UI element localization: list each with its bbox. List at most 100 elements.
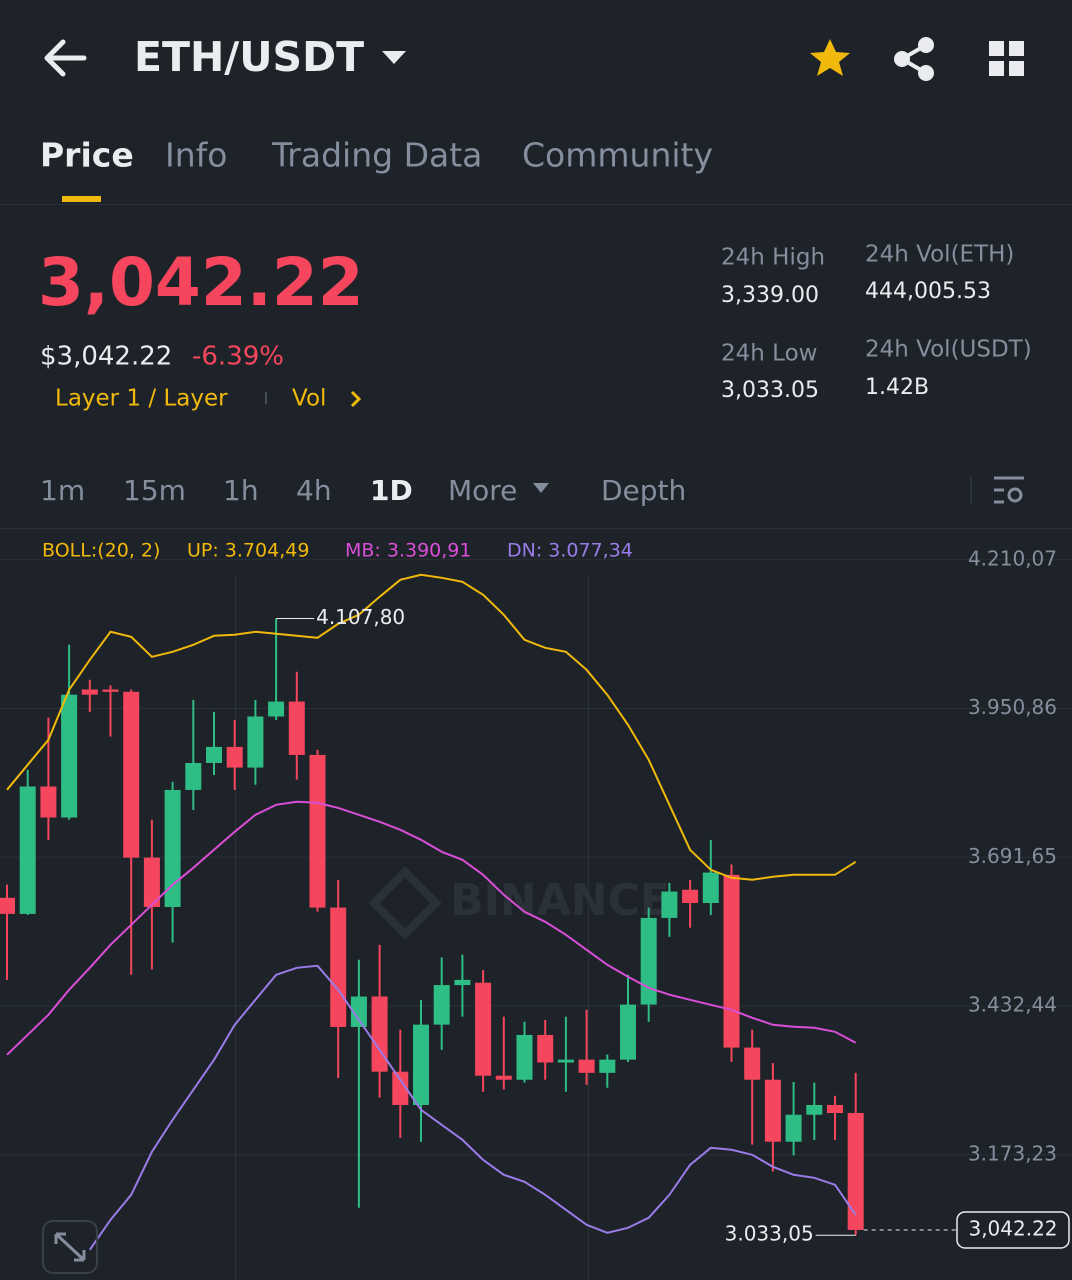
tab[interactable]: Price xyxy=(40,136,134,175)
stat-label: 24h Vol(ETH) xyxy=(865,242,1014,268)
stat-value: 3,339.00 xyxy=(721,283,819,308)
candle-body xyxy=(40,786,57,818)
candle-body xyxy=(806,1104,823,1115)
stat-value: 1.42B xyxy=(865,375,929,400)
candle-body xyxy=(557,1059,574,1063)
legend-entry: MB: 3.390,91 xyxy=(345,540,471,562)
interval[interactable]: 1h xyxy=(223,474,259,507)
candle-body xyxy=(206,746,222,763)
grid-cell xyxy=(989,41,1004,56)
candle-body xyxy=(433,985,450,1025)
interval[interactable]: 4h xyxy=(296,474,332,507)
high-label: 4.107,80 xyxy=(316,605,405,629)
candle-body xyxy=(247,716,264,768)
y-tick-label: 3.691,65 xyxy=(968,844,1057,868)
separator xyxy=(970,476,972,504)
legend-entry: UP: 3.704,49 xyxy=(187,540,309,562)
tab[interactable]: Info xyxy=(165,136,227,175)
boll-line xyxy=(6,573,857,881)
chart-settings[interactable] xyxy=(994,476,1024,504)
candle-body xyxy=(744,1047,761,1080)
stat-label: 24h High xyxy=(721,245,825,271)
candle-body xyxy=(0,897,15,914)
stat-value: 3,033.05 xyxy=(721,378,819,403)
share-link xyxy=(898,43,928,75)
tab[interactable]: Community xyxy=(522,136,713,175)
grid-line-vertical xyxy=(588,574,589,1280)
expand-button[interactable] xyxy=(42,1220,98,1274)
plot: BOLL:(20, 2) UP: 3.704,49 MB: 3.390,91 DN: … xyxy=(0,540,1072,1251)
tab-indicator xyxy=(62,196,101,202)
back-arrow xyxy=(44,39,87,77)
y-tick-label: 4.210,07 xyxy=(968,546,1057,570)
watermark-logo xyxy=(368,866,442,940)
usd-price: $3,042.22 xyxy=(40,342,172,372)
pair-title[interactable]: ETH/USDT xyxy=(134,33,364,81)
last-price-tag xyxy=(956,1211,1070,1249)
stat-value: 444,005.53 xyxy=(865,279,991,304)
watermark: BINANCE xyxy=(450,875,670,926)
interval[interactable]: 15m xyxy=(123,474,186,507)
candle-body xyxy=(702,872,719,903)
interval[interactable]: 1D xyxy=(370,474,413,507)
candle-body xyxy=(102,689,119,692)
price-change: -6.39% xyxy=(192,342,284,372)
indicator-label: BOLL:(20, 2) xyxy=(42,540,160,562)
vol-tag[interactable]: Vol xyxy=(292,386,326,412)
boll-line xyxy=(6,800,857,1056)
low-label: 3.033,05 xyxy=(725,1222,814,1246)
candle-body xyxy=(578,1059,595,1073)
grid-cell xyxy=(1009,41,1024,56)
boll-line xyxy=(88,964,857,1251)
interval[interactable]: 1m xyxy=(40,474,85,507)
candle-body xyxy=(123,691,140,858)
legend-entry: DN: 3.077,34 xyxy=(507,540,633,562)
candle-body xyxy=(661,891,678,918)
interval[interactable]: More xyxy=(448,474,517,507)
y-tick-label: 3.950,86 xyxy=(968,695,1057,719)
category-tag[interactable]: Layer 1 / Layer xyxy=(55,386,228,412)
candle-body xyxy=(537,1034,554,1063)
stat-label: 24h Low xyxy=(721,341,817,367)
candle-body xyxy=(454,979,471,986)
share-button[interactable] xyxy=(894,37,934,81)
candle-body xyxy=(309,754,326,908)
candle-body xyxy=(81,689,98,695)
vol-chevron xyxy=(350,390,362,408)
menu-grid[interactable] xyxy=(989,41,1024,76)
candle-body xyxy=(599,1059,616,1073)
divider xyxy=(0,528,1072,529)
settings-gear xyxy=(1007,487,1023,503)
candle-body xyxy=(475,982,492,1076)
grid-cell xyxy=(989,61,1004,76)
more-caret xyxy=(533,483,549,493)
last-price: 3,042.22 xyxy=(38,244,364,321)
candle-body xyxy=(392,1071,409,1105)
candle-body xyxy=(350,996,367,1027)
stat-label: 24h Vol(USDT) xyxy=(865,337,1032,363)
candle-body xyxy=(640,917,657,1005)
back-button[interactable] xyxy=(44,39,87,77)
candle-body xyxy=(620,1004,636,1060)
candle-body xyxy=(785,1114,802,1142)
y-tick-label: 3.432,44 xyxy=(968,993,1057,1017)
settings-lines xyxy=(994,476,1024,504)
candle-body xyxy=(164,789,181,908)
candle-body xyxy=(413,1024,429,1105)
pair-caret[interactable] xyxy=(382,51,406,64)
favorite-star[interactable] xyxy=(810,39,850,76)
candle-body xyxy=(682,889,699,903)
interval[interactable]: Depth xyxy=(601,474,686,507)
candle-body xyxy=(764,1079,781,1142)
candle-body xyxy=(371,996,388,1072)
grid-cell xyxy=(1009,61,1024,76)
candle-body xyxy=(330,907,347,1027)
tab[interactable]: Trading Data xyxy=(271,136,482,175)
candle-body xyxy=(288,701,305,755)
candle-body xyxy=(226,746,243,768)
candle-body xyxy=(61,694,78,818)
candle-body xyxy=(268,701,285,717)
y-tick-label: 3.173,23 xyxy=(968,1141,1057,1165)
